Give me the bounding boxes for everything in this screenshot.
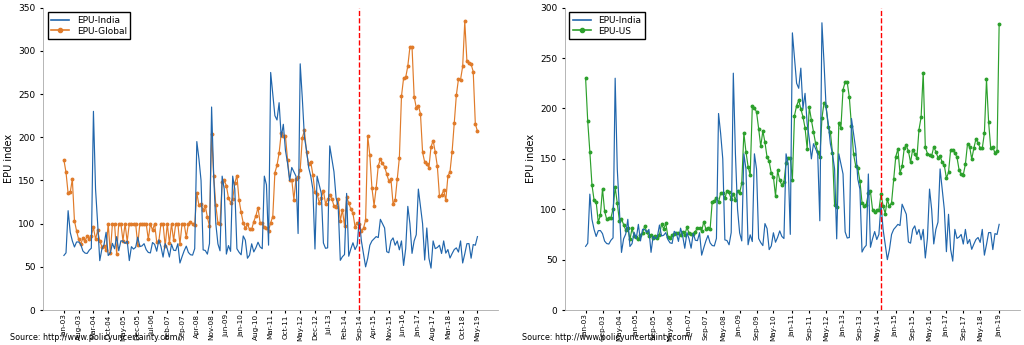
Legend: EPU-India, EPU-US: EPU-India, EPU-US	[569, 12, 645, 39]
Y-axis label: EPU index: EPU index	[526, 134, 536, 184]
Y-axis label: EPU index: EPU index	[4, 134, 14, 184]
Text: Source: http://www.policyuncertainty.com/: Source: http://www.policyuncertainty.com…	[522, 333, 692, 342]
Text: Source: http://www.policyuncertainty.com/: Source: http://www.policyuncertainty.com…	[10, 333, 180, 342]
Legend: EPU-India, EPU-Global: EPU-India, EPU-Global	[48, 12, 130, 39]
